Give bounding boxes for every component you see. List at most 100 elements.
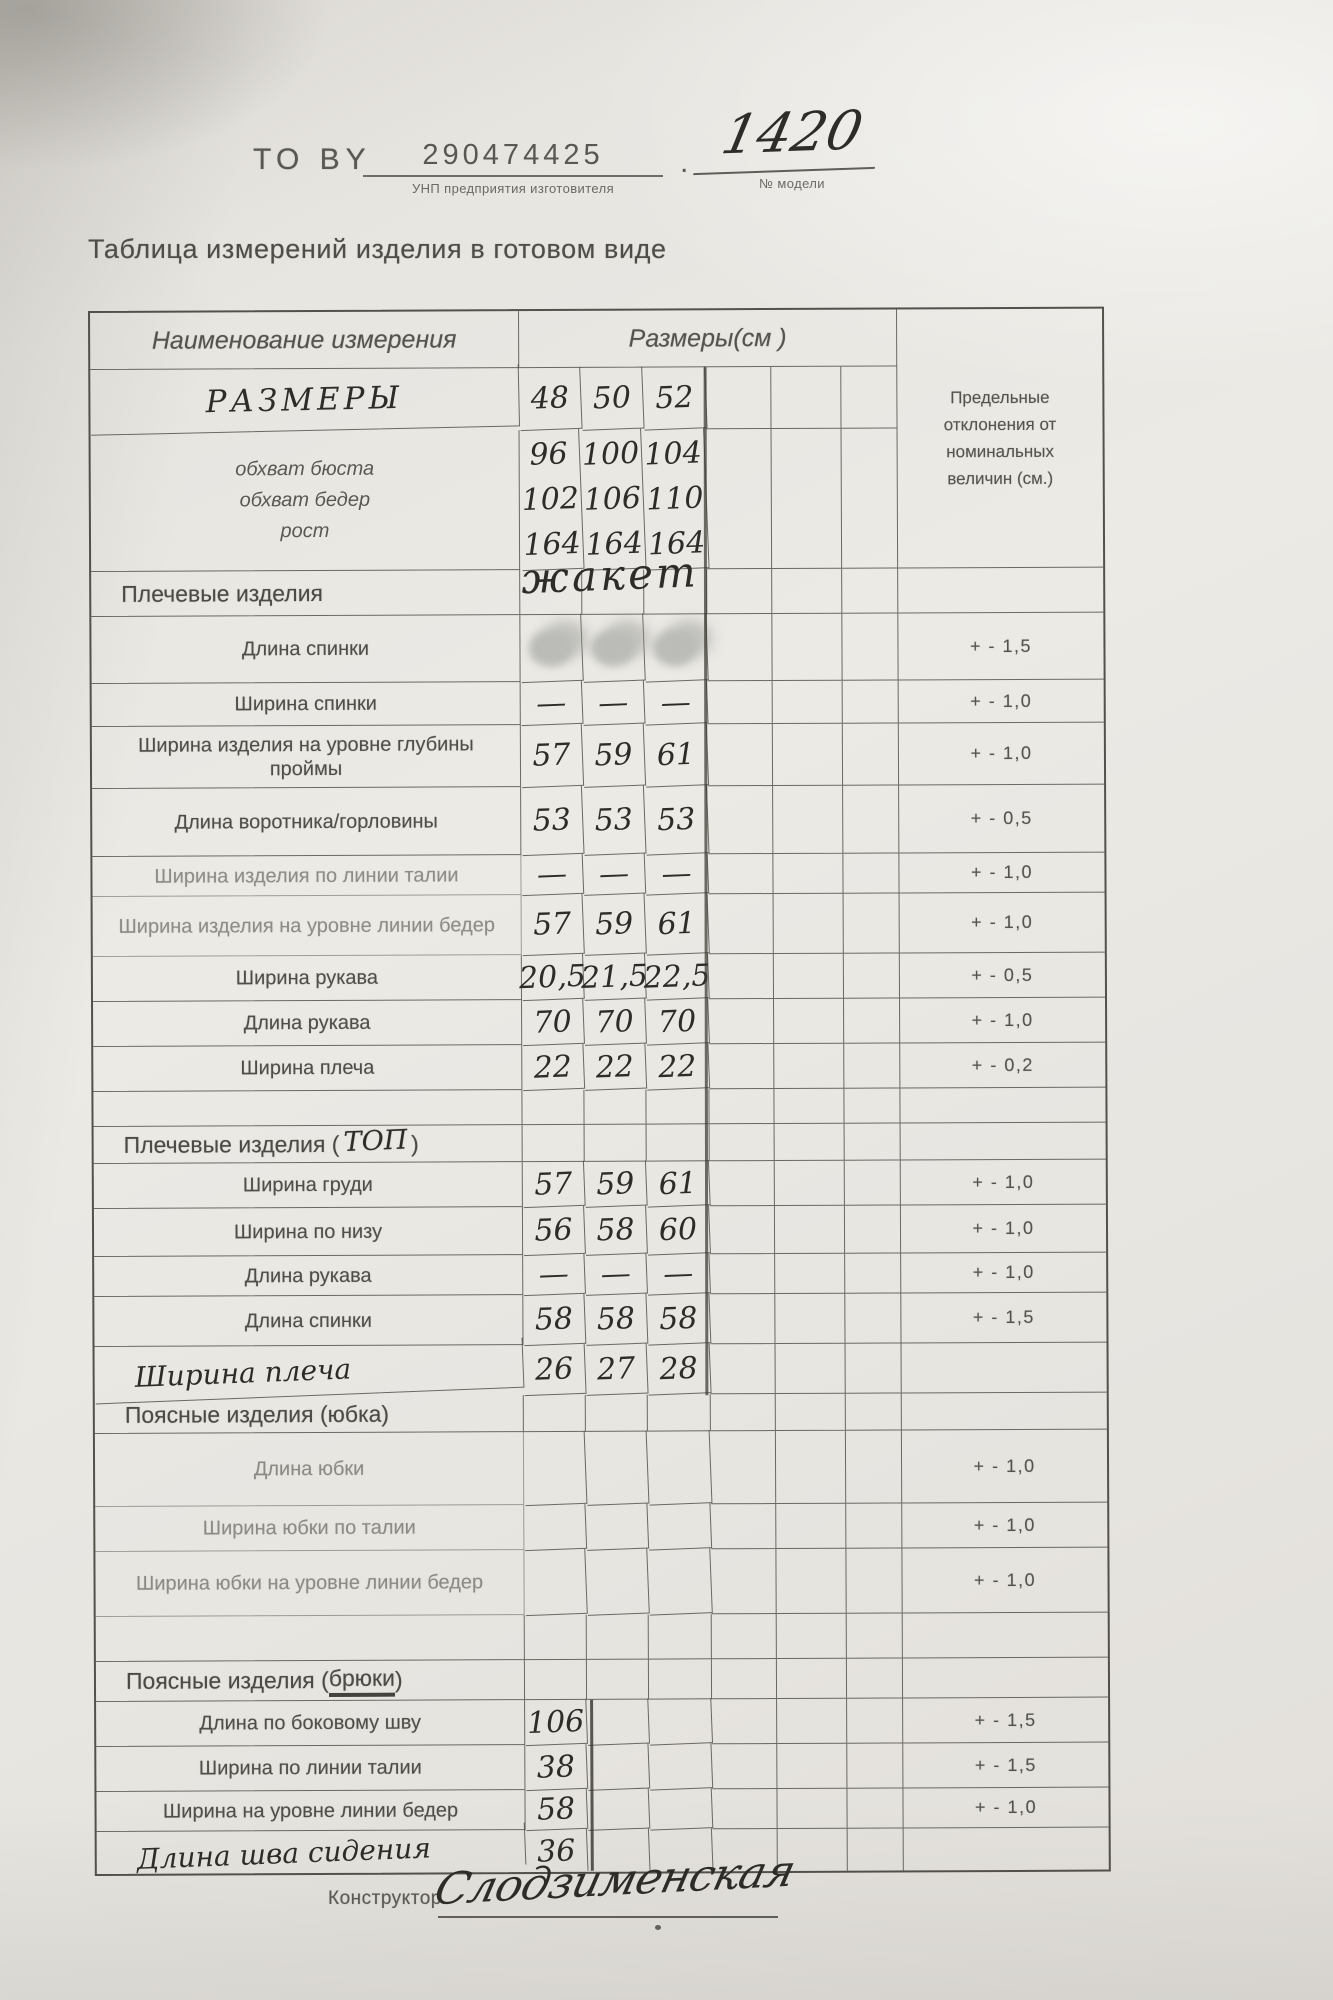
section-row-label: Плечевые изделия (ТОП) <box>93 1124 523 1164</box>
empty-cell <box>771 428 843 570</box>
tolerance-value: + - 1,0 <box>900 1159 1106 1206</box>
size-value-cell: — <box>519 680 584 727</box>
model-caption: № модели <box>759 176 825 191</box>
size-value-cell <box>523 1548 588 1617</box>
erased-value-smudge <box>651 627 700 668</box>
size-value-cell <box>648 1743 714 1791</box>
size-value-cell <box>585 1548 650 1616</box>
size-value-cell <box>581 613 646 683</box>
empty-cell <box>774 1088 845 1125</box>
size-value-cell: — <box>646 1253 711 1296</box>
empty-cell <box>707 724 774 787</box>
empty-cell <box>711 1614 777 1660</box>
empty-cell <box>524 1614 587 1661</box>
garment-type-annotation: жакет <box>520 547 700 604</box>
section-label-text: Поясные изделия ( <box>125 1666 329 1694</box>
section-row-label: Плечевые изделия <box>91 570 521 617</box>
size-value-cell: 56 <box>522 1205 586 1257</box>
empty-cell <box>773 853 844 895</box>
to-by-label: ТО BY <box>253 143 372 176</box>
empty-cell <box>523 1394 586 1433</box>
empty-cell <box>775 1343 846 1395</box>
empty-cell <box>772 680 843 725</box>
empty-cell <box>845 1293 902 1344</box>
param-value: 96 <box>528 436 569 473</box>
empty-cell <box>844 1205 902 1254</box>
size-value-cell: — <box>643 680 709 726</box>
tolerance-cell <box>900 1122 1106 1161</box>
tolerance-value: + - 1,5 <box>901 1292 1107 1344</box>
sizes-row-label: РАЗМЕРЫ <box>89 364 521 436</box>
size-value-cell: 22 <box>645 1043 711 1091</box>
section-label-underlined-word: брюки <box>328 1664 395 1697</box>
empty-cell <box>776 1503 847 1550</box>
tolerance-value: + - 1,5 <box>903 1697 1109 1744</box>
empty-cell <box>847 1788 904 1829</box>
row-label: Длина рукава <box>93 1000 523 1047</box>
empty-cell <box>844 998 901 1044</box>
section-label-text: Поясные изделия (юбка) <box>124 1400 390 1428</box>
size-value-cell: — <box>582 853 647 896</box>
empty-cell <box>843 785 900 854</box>
row-label: Ширина юбки по талии <box>95 1505 525 1552</box>
empty-cell <box>845 1430 903 1504</box>
size-value-cell: — <box>644 853 710 896</box>
empty-cell <box>709 1044 775 1090</box>
empty-cell <box>710 1394 776 1432</box>
empty-cell <box>710 1431 777 1505</box>
size-value-cell <box>584 1430 650 1506</box>
size-value-cell <box>586 1698 651 1746</box>
params-labels: обхват бюста обхват бедер рост <box>90 430 521 572</box>
empty-cell <box>712 1699 778 1745</box>
size-value-cell: 58 <box>584 1293 649 1346</box>
size-value-cell <box>586 1743 651 1791</box>
tolerance-value <box>901 1342 1107 1394</box>
row-label: Ширина по линии талии <box>96 1745 526 1792</box>
row-label: Ширина изделия на уровне глубины проймы <box>91 725 522 789</box>
empty-cell <box>842 680 899 724</box>
empty-cell <box>847 1743 904 1789</box>
size-value-cell: 58 <box>584 1205 648 1256</box>
empty-cell <box>712 1744 778 1790</box>
empty-cell <box>846 1613 903 1659</box>
empty-cell <box>842 613 899 681</box>
section-label-text: ) <box>394 1666 403 1693</box>
size-value-cell <box>648 1788 714 1831</box>
empty-cell <box>774 1123 845 1162</box>
tolerance-column-header: Предельные отклонения от номинальных вел… <box>897 308 1104 569</box>
size-value-cell: 26 <box>522 1343 587 1397</box>
row-label: Длина спинки <box>91 615 521 684</box>
empty-cell <box>646 1124 710 1162</box>
empty-cell <box>586 1614 649 1660</box>
sizes-column-header: Размеры(см ) <box>519 309 898 369</box>
empty-cell <box>712 1789 778 1830</box>
empty-cell <box>708 786 774 855</box>
size-value-cell: 28 <box>646 1343 712 1396</box>
size-value-cell: 60 <box>646 1205 711 1256</box>
empty-cell <box>774 998 845 1045</box>
size-value-cell: 22 <box>521 1043 586 1092</box>
size-value-cell: 53 <box>519 785 585 857</box>
empty-cell <box>842 568 899 614</box>
row-label: Длина юбки <box>94 1432 525 1507</box>
empty-cell <box>708 954 775 1000</box>
empty-cell <box>772 613 843 682</box>
empty-cell <box>774 1043 845 1090</box>
tolerance-cell <box>900 1087 1106 1124</box>
tolerance-value: + - 0,5 <box>899 952 1106 999</box>
size-value: 52 <box>642 366 708 431</box>
empty-cell <box>707 569 773 615</box>
empty-cell <box>845 1393 902 1431</box>
empty-cell <box>847 1828 904 1871</box>
empty-cell <box>709 1124 775 1162</box>
empty-cell <box>845 1253 902 1294</box>
size-value-cell: 58 <box>522 1293 587 1347</box>
empty-cell <box>584 1124 647 1162</box>
empty-cell <box>522 1124 585 1163</box>
empty-cell <box>772 568 843 615</box>
size-value-cell: 57 <box>521 1160 586 1209</box>
param-label: обхват бюста <box>235 457 375 481</box>
name-column-header: Наименование измерения <box>90 311 520 370</box>
size-value-cell: 20,5 <box>518 953 586 1002</box>
